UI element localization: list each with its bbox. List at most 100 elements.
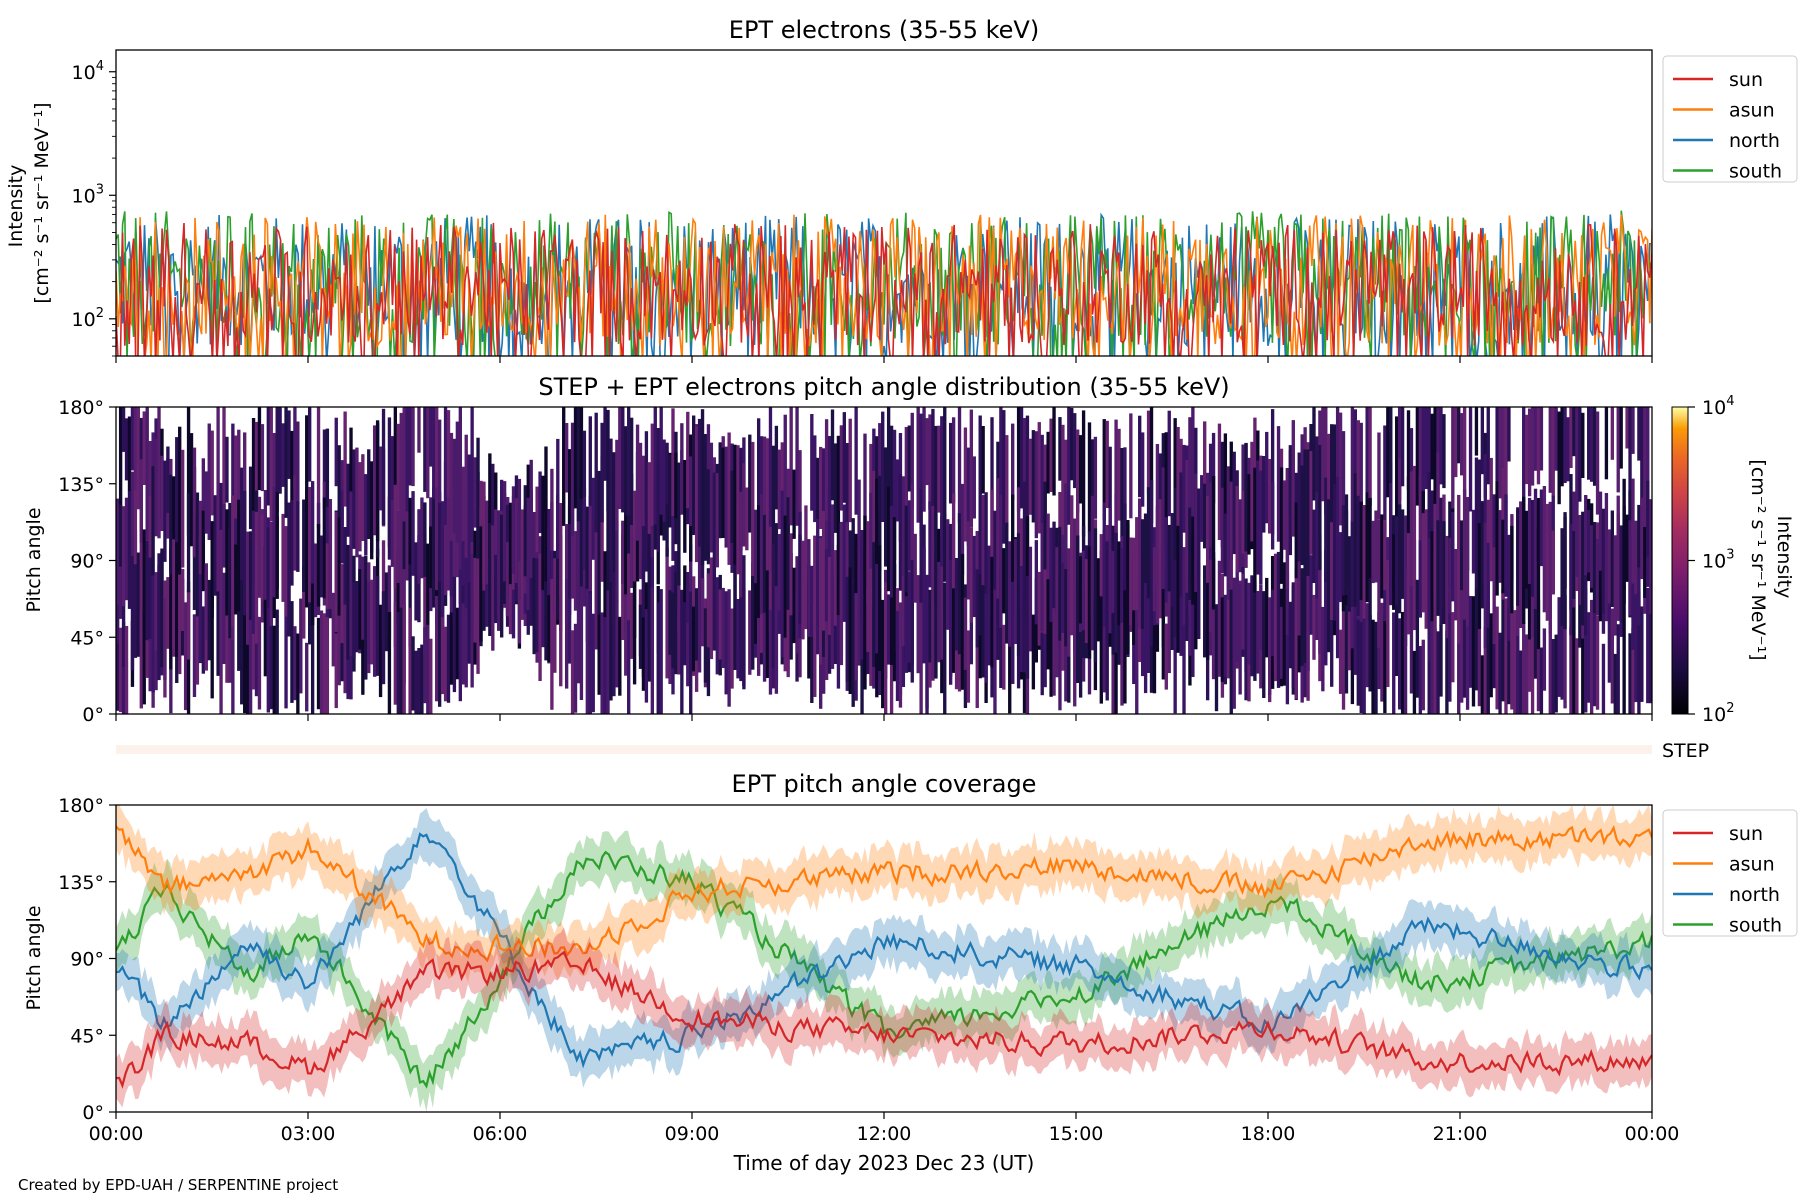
heatmap-cell	[703, 434, 708, 561]
heatmap-cell	[925, 418, 929, 486]
heatmap-cell	[517, 522, 522, 644]
heatmap-cell	[305, 489, 309, 608]
heatmap-cell	[1643, 407, 1647, 520]
heatmap-cell	[1155, 506, 1160, 624]
heatmap-cell	[901, 476, 906, 598]
heatmap-cell	[570, 630, 575, 714]
heatmap-cell	[133, 490, 138, 565]
heatmap-cell	[916, 407, 920, 523]
heatmap-cell	[1111, 550, 1115, 614]
heatmap-cell	[446, 614, 451, 703]
heatmap-cell	[228, 503, 232, 639]
heatmap-cell	[139, 522, 143, 644]
heatmap-cell	[1619, 407, 1623, 469]
heatmap-cell	[1117, 428, 1121, 521]
heatmap-cell	[237, 499, 241, 612]
heatmap-cell	[1409, 580, 1414, 694]
heatmap-cell	[1480, 407, 1485, 475]
heatmap-cell	[1011, 581, 1015, 684]
heatmap-cell	[700, 578, 705, 647]
y-tick-label: 135°	[58, 872, 104, 894]
heatmap-cell	[1241, 573, 1245, 650]
heatmap-cell	[774, 555, 779, 684]
heatmap-cell	[452, 438, 457, 534]
heatmap-cell	[1454, 407, 1458, 478]
heatmap-cell	[692, 415, 696, 535]
heatmap-cell	[869, 443, 873, 522]
heatmap-cell	[180, 569, 185, 631]
x-tick-label: 21:00	[1433, 1123, 1488, 1145]
heatmap-cell	[491, 525, 495, 651]
heatmap-cell	[1164, 623, 1168, 690]
heatmap-cell	[1362, 505, 1366, 619]
heatmap-cell	[606, 409, 610, 512]
heatmap-cell	[1046, 513, 1050, 583]
heatmap-cell	[884, 582, 888, 714]
heatmap-cell	[1146, 410, 1151, 494]
heatmap-cell	[697, 538, 702, 673]
heatmap-cell	[443, 407, 448, 525]
heatmap-cell	[1341, 431, 1346, 539]
heatmap-cell	[429, 526, 433, 589]
heatmap-cell	[1516, 610, 1520, 714]
heatmap-cell	[1421, 407, 1425, 515]
heatmap-cell	[251, 418, 256, 539]
heatmap-cell	[1268, 459, 1272, 534]
heatmap-cell	[990, 556, 994, 668]
heatmap-cell	[1610, 608, 1614, 704]
heatmap-cell	[334, 590, 338, 709]
heatmap-cell	[296, 633, 300, 714]
heatmap-cell	[629, 473, 634, 588]
colorbar-label-line1: Intensity	[1773, 516, 1795, 599]
heatmap-cell	[647, 561, 652, 682]
heatmap-cell	[322, 497, 327, 599]
heatmap-cell	[857, 565, 861, 666]
heatmap-cell	[121, 506, 126, 607]
heatmap-cell	[1548, 407, 1552, 493]
heatmap-cell	[1542, 486, 1547, 613]
heatmap-cell	[878, 475, 882, 572]
heatmap-cell	[804, 505, 808, 630]
heatmap-cell	[1096, 558, 1101, 642]
heatmap-cell	[1306, 537, 1310, 672]
heatmap-cell	[1309, 451, 1313, 555]
heatmap-cell	[1634, 520, 1638, 595]
heatmap-cell	[665, 547, 669, 679]
heatmap-cell	[319, 610, 324, 714]
heatmap-cell	[606, 460, 610, 595]
heatmap-cell	[479, 526, 483, 642]
heatmap-cell	[343, 527, 347, 605]
heatmap-cell	[1465, 497, 1470, 627]
heatmap-cell	[1270, 409, 1275, 535]
heatmap-cell	[349, 427, 353, 493]
heatmap-cell	[1070, 407, 1074, 481]
heatmap-cell	[1380, 514, 1384, 599]
heatmap-cell	[777, 449, 782, 530]
heatmap-cell	[842, 412, 846, 503]
heatmap-cell	[1040, 434, 1044, 552]
heatmap-cell	[627, 515, 631, 650]
heatmap-cell	[1347, 536, 1352, 612]
heatmap-cell	[1406, 476, 1411, 570]
heatmap-cell	[907, 500, 911, 571]
heatmap-cell	[266, 582, 270, 713]
heatmap-cell	[919, 413, 923, 537]
heatmap-cell	[1457, 551, 1461, 644]
heatmap-cell	[588, 593, 592, 714]
heatmap-cell	[1253, 580, 1257, 681]
y-tick-label: 0°	[82, 1102, 104, 1124]
heatmap-cell	[361, 603, 365, 695]
heatmap-cell	[686, 411, 690, 509]
heatmap-cell	[322, 613, 327, 714]
heatmap-cell	[254, 615, 259, 697]
heatmap-cell	[172, 476, 176, 540]
heatmap-cell	[1637, 548, 1641, 626]
heatmap-cell	[594, 412, 598, 533]
heatmap-cell	[1462, 581, 1467, 698]
pad-x-ticks	[115, 714, 1653, 721]
heatmap-cell	[833, 550, 838, 626]
heatmap-cell	[1090, 560, 1095, 651]
heatmap-cell	[449, 612, 454, 685]
heatmap-cell	[1288, 601, 1293, 669]
heatmap-cell	[437, 582, 442, 707]
